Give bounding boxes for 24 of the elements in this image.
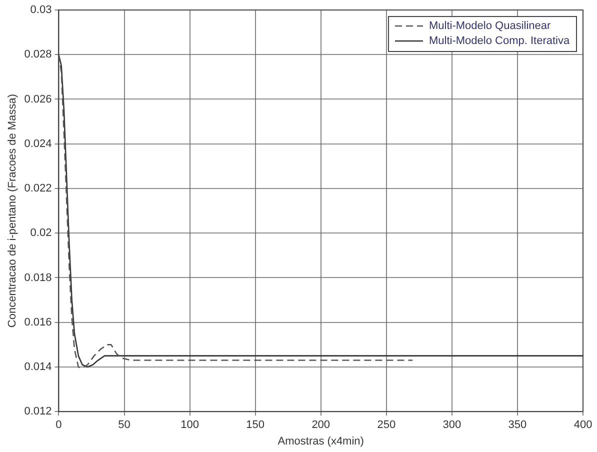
- y-tick-label: 0.026: [24, 93, 52, 106]
- y-tick-label: 0.022: [24, 182, 52, 195]
- y-tick-label: 0.03: [30, 4, 52, 16]
- x-tick-label: 250: [377, 419, 396, 432]
- x-axis-title: Amostras (x4min): [278, 435, 364, 448]
- y-tick-label: 0.018: [24, 272, 52, 284]
- x-tick-label: 400: [574, 419, 592, 432]
- y-axis-title: Concentracao de i-pentano (Fracoes de Massa): [6, 94, 19, 328]
- y-tick-label: 0.016: [24, 316, 52, 328]
- y-tick-label: 0.028: [24, 48, 52, 61]
- x-tick-label: 150: [246, 419, 265, 432]
- x-tick-label: 300: [442, 419, 462, 432]
- x-tick-label: 50: [118, 419, 130, 432]
- x-tick-label: 0: [56, 419, 62, 432]
- legend-label: Multi-Modelo Comp. Iterativa: [429, 35, 570, 47]
- y-tick-label: 0.024: [24, 138, 52, 150]
- x-tick-label: 100: [180, 419, 199, 432]
- x-tick-label: 350: [508, 419, 527, 432]
- y-tick-label: 0.012: [24, 406, 52, 418]
- x-tick-label: 200: [312, 419, 330, 432]
- legend-label: Multi-Modelo Quasilinear: [429, 20, 551, 32]
- y-tick-label: 0.014: [24, 361, 52, 374]
- line-series: [58, 54, 414, 369]
- y-tick-label: 0.02: [30, 227, 52, 240]
